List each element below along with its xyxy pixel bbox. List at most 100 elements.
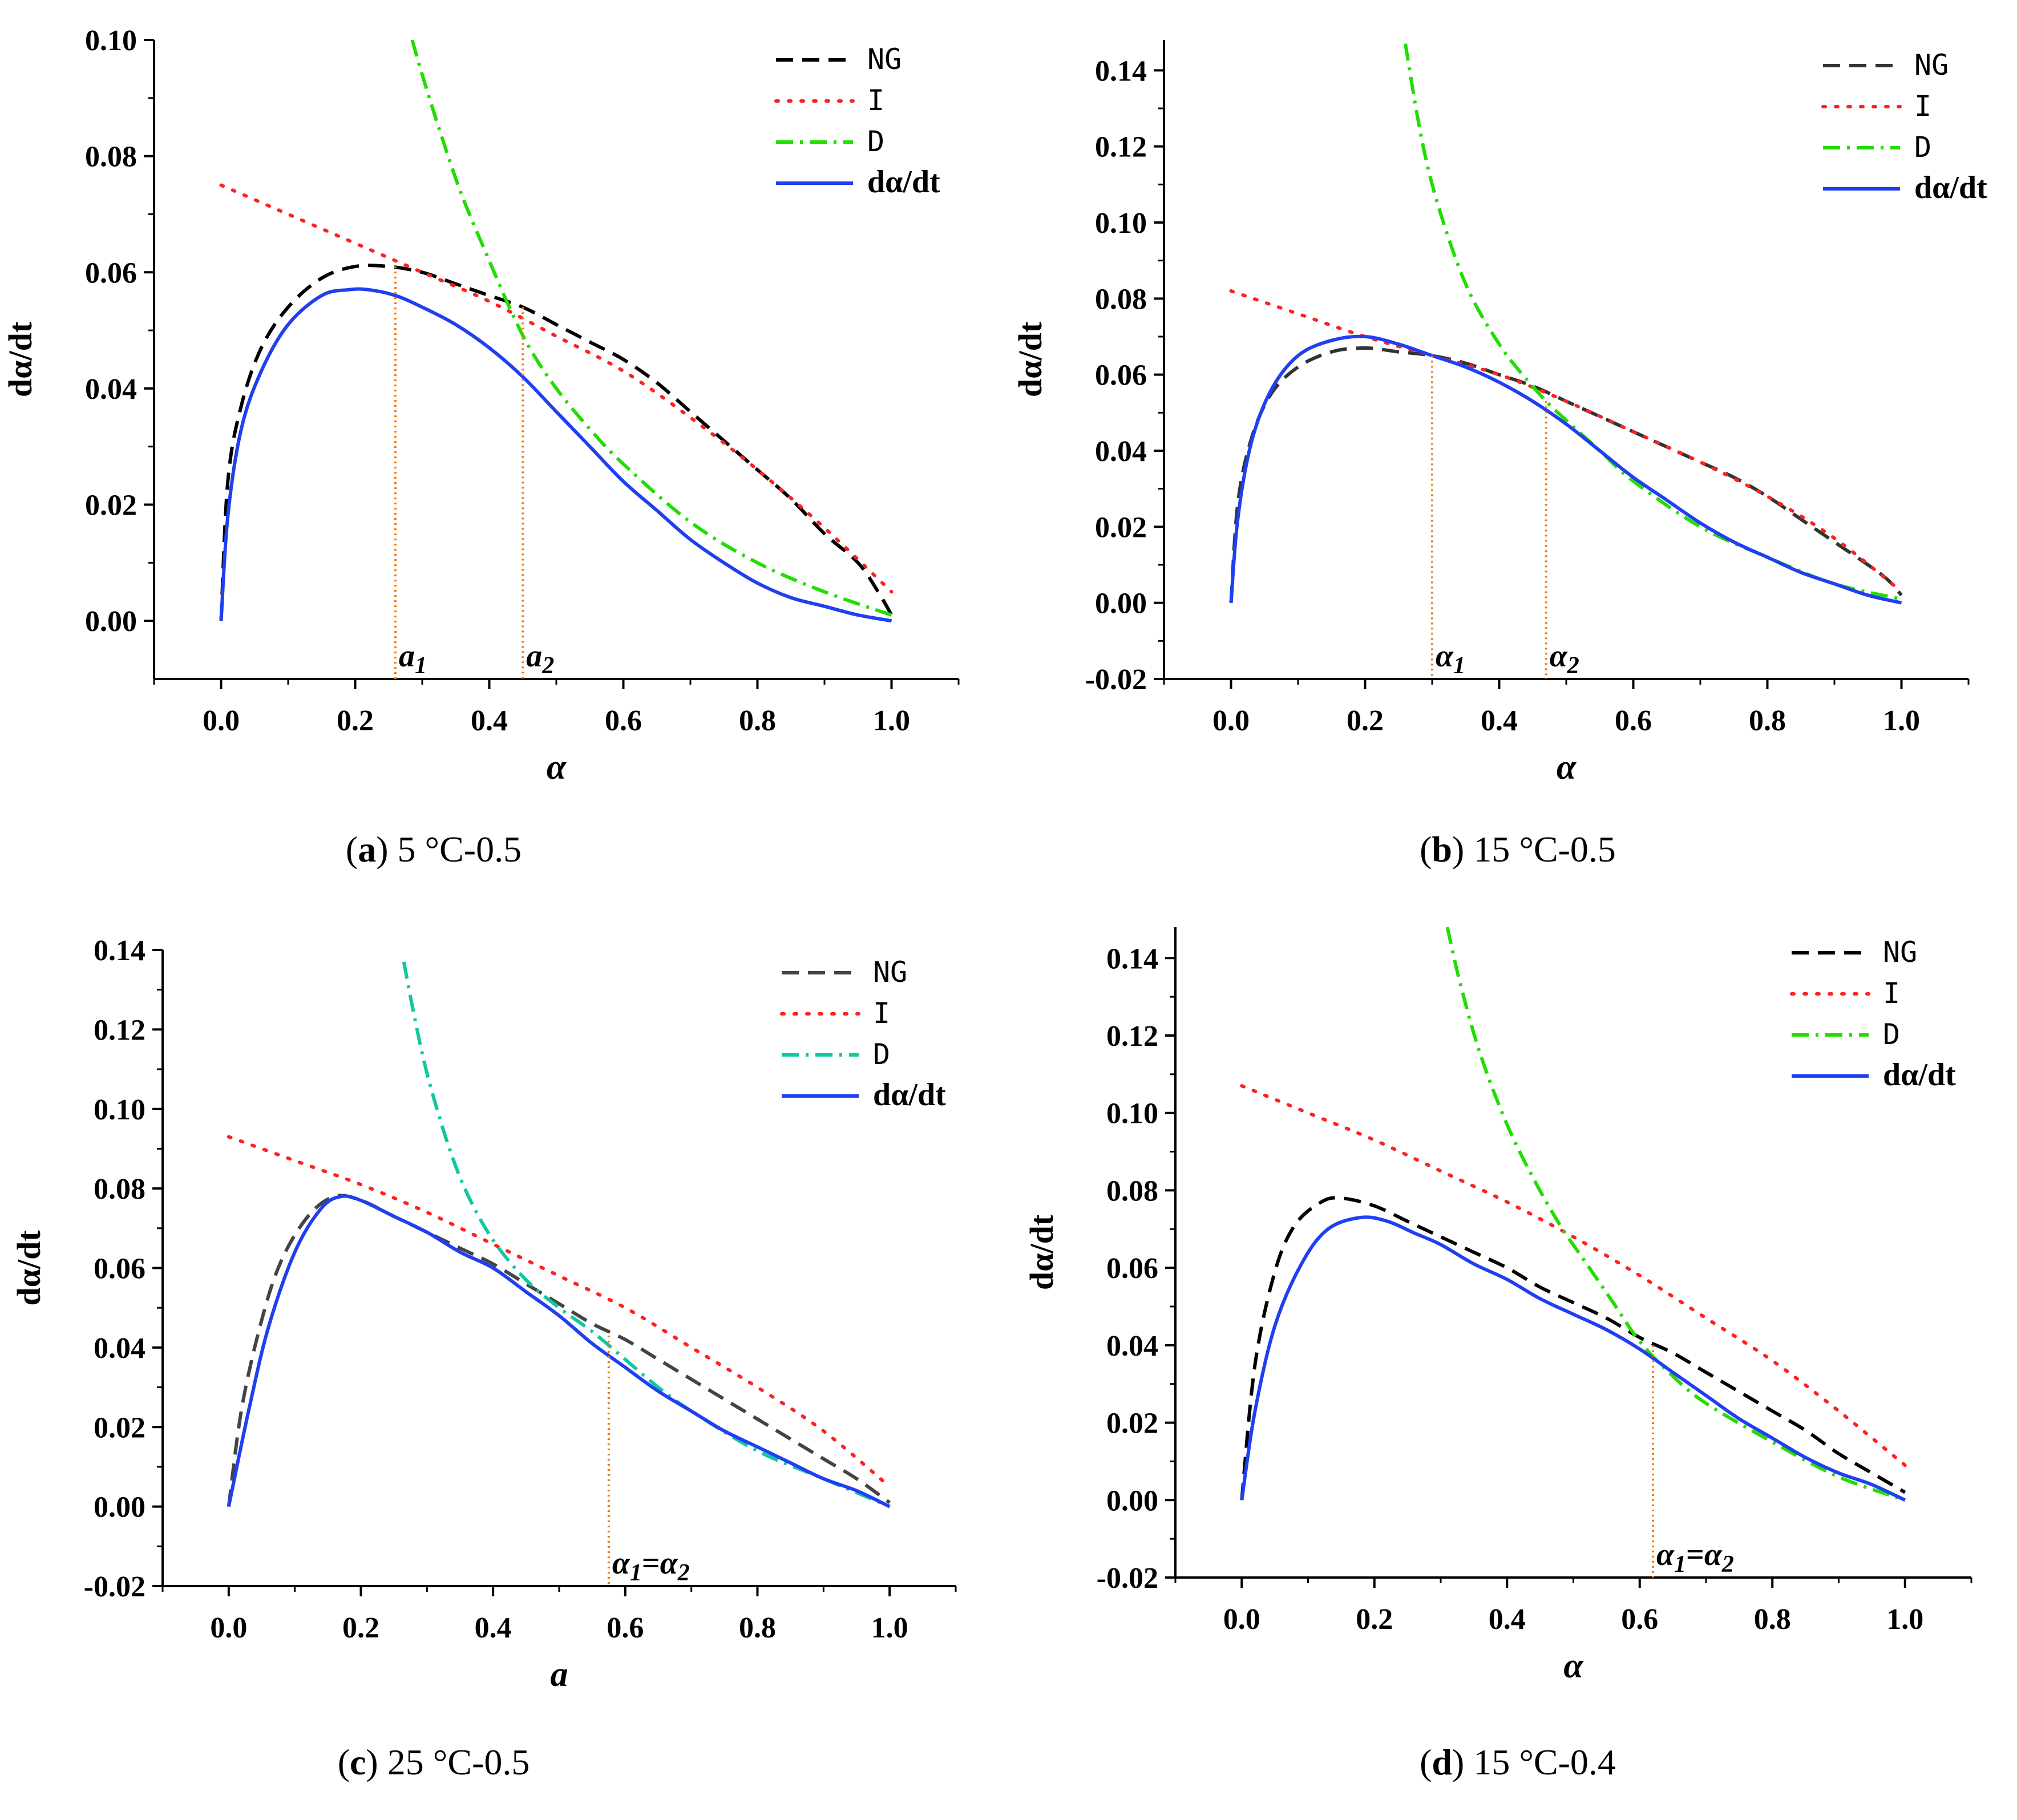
y-tick-label: 0.08: [94, 1173, 145, 1206]
annotation-label: α1=α2: [1656, 1537, 1734, 1578]
x-tick-label: 0.0: [210, 1612, 247, 1644]
series-line-dotted: [227, 1135, 892, 1489]
x-axis-title: α: [1563, 1647, 1584, 1685]
y-tick-label: 0.06: [85, 257, 137, 289]
series-line-dashed: [219, 264, 894, 621]
y-tick-label: 0.12: [1106, 1020, 1158, 1053]
x-tick-label: 0.6: [1615, 705, 1652, 737]
y-tick-label: 0.08: [1106, 1175, 1158, 1207]
x-tick-label: 0.0: [1223, 1603, 1260, 1636]
caption-text: 15 °C-0.5: [1464, 829, 1616, 869]
series-group: [219, 40, 894, 623]
series-line-dashdot: [410, 40, 892, 617]
caption-text: 5 °C-0.5: [389, 829, 522, 869]
y-tick-label: 0.00: [1106, 1485, 1158, 1517]
panel-caption: (a) 5 °C-0.5: [346, 829, 522, 869]
x-tick-label: 0.4: [1481, 705, 1518, 737]
caption-letter: d: [1432, 1742, 1452, 1782]
annotation-label: α1=α2: [612, 1546, 690, 1586]
legend-label: D: [873, 1038, 890, 1071]
y-tick-label: 0.02: [1106, 1408, 1158, 1440]
x-tick-label: 0.4: [1489, 1603, 1526, 1636]
y-tick-label: 0.14: [94, 935, 145, 967]
annotation-label: a2: [526, 638, 554, 679]
legend-label: dα/dt: [867, 164, 940, 200]
y-tick-label: 0.08: [85, 141, 137, 173]
y-tick-label: 0.06: [1106, 1252, 1158, 1285]
legend-label: dα/dt: [1883, 1057, 1956, 1093]
y-tick-label: 0.10: [1095, 207, 1147, 240]
legend-label: NG: [867, 43, 902, 76]
y-tick-label: 0.04: [85, 373, 137, 406]
series-line-solid: [1229, 334, 1902, 605]
x-tick-label: 0.2: [337, 705, 374, 737]
x-tick-label: 0.8: [739, 705, 776, 737]
caption-letter: b: [1432, 829, 1452, 869]
legend-label: NG: [873, 956, 907, 989]
caption-letter: c: [350, 1742, 366, 1782]
y-tick-label: 0.06: [1095, 359, 1147, 392]
y-tick-label: 0.10: [94, 1094, 145, 1126]
y-tick-label: 0.06: [94, 1253, 145, 1285]
series-line-solid: [219, 287, 892, 623]
legend-label: I: [1883, 977, 1900, 1010]
x-tick-label: 0.6: [605, 705, 642, 737]
series-line-dotted: [219, 183, 894, 594]
chart-panel-c: 0.0 0.2 0.4 0.6 0.8 1.0 -0.02 0.00 0.02 0.04 0.06 0…: [10, 935, 957, 1782]
x-tick-label: 0.2: [342, 1612, 379, 1644]
x-tick-label: 0.8: [1754, 1603, 1791, 1636]
x-axis-title: α: [1557, 748, 1577, 787]
x-tick-label: 0.2: [1347, 705, 1384, 737]
series-line-dotted: [1240, 1084, 1907, 1467]
x-tick-label: 0.4: [471, 705, 508, 737]
x-tick-label: 0.2: [1356, 1603, 1393, 1636]
legend-label: dα/dt: [1914, 170, 1987, 205]
y-tick-label: 0.10: [1106, 1098, 1158, 1130]
legend-label: D: [1914, 131, 1931, 164]
y-tick-label: 0.04: [1106, 1330, 1158, 1362]
x-tick-label: 1.0: [1883, 705, 1920, 737]
series-line-solid: [1240, 1215, 1906, 1502]
y-tick-label: -0.02: [1097, 1562, 1158, 1595]
y-axis-title: dα/dt: [1012, 321, 1049, 397]
panels: 0.0 0.2 0.4 0.6 0.8 1.0 0.00 0.02 0.04 0.06 0.08 0.…: [2, 25, 1987, 1782]
legend-label: I: [1914, 90, 1931, 123]
panel-caption: (c) 25 °C-0.5: [338, 1742, 530, 1782]
y-tick-label: 0.00: [94, 1491, 145, 1524]
legend-label: dα/dt: [873, 1077, 946, 1113]
y-axis-title: dα/dt: [1023, 1214, 1060, 1290]
y-axis-title: dα/dt: [2, 321, 39, 397]
x-tick-label: 0.4: [475, 1612, 512, 1644]
y-tick-label: 0.10: [85, 25, 137, 57]
y-tick-label: 0.02: [94, 1411, 145, 1444]
y-tick-label: 0.08: [1095, 283, 1147, 316]
y-tick-label: 0.14: [1095, 55, 1147, 87]
y-tick-label: -0.02: [84, 1571, 145, 1603]
x-tick-label: 0.6: [1621, 1603, 1658, 1636]
legend-label: D: [1883, 1018, 1900, 1051]
legend-label: I: [873, 997, 890, 1030]
x-tick-label: 0.0: [203, 705, 240, 737]
x-axis-title: α: [547, 748, 567, 787]
x-tick-label: 1.0: [871, 1612, 908, 1644]
chart-panel-a: 0.0 0.2 0.4 0.6 0.8 1.0 0.00 0.02 0.04 0.06 0.08 0.…: [2, 25, 960, 869]
annotation-label: α1: [1436, 638, 1465, 679]
y-tick-label: 0.00: [1095, 588, 1147, 620]
y-tick-label: 0.04: [1095, 435, 1147, 468]
series-line-dashed: [227, 1194, 891, 1507]
x-tick-label: 0.6: [607, 1612, 644, 1644]
caption-letter: a: [358, 829, 376, 869]
chart-panel-b: 0.0 0.2 0.4 0.6 0.8 1.0 -0.02 0.00 0.02 0.04 0.06 0…: [1012, 40, 1987, 869]
series-group: [227, 961, 892, 1508]
y-tick-label: 0.12: [1095, 131, 1147, 164]
caption-text: 15 °C-0.4: [1464, 1742, 1616, 1782]
series-line-dotted: [1229, 289, 1903, 593]
annotation-label: α2: [1550, 638, 1579, 679]
x-tick-label: 0.8: [739, 1612, 776, 1644]
panel-caption: (d) 15 °C-0.4: [1420, 1742, 1616, 1782]
y-axis-title: dα/dt: [10, 1230, 47, 1306]
